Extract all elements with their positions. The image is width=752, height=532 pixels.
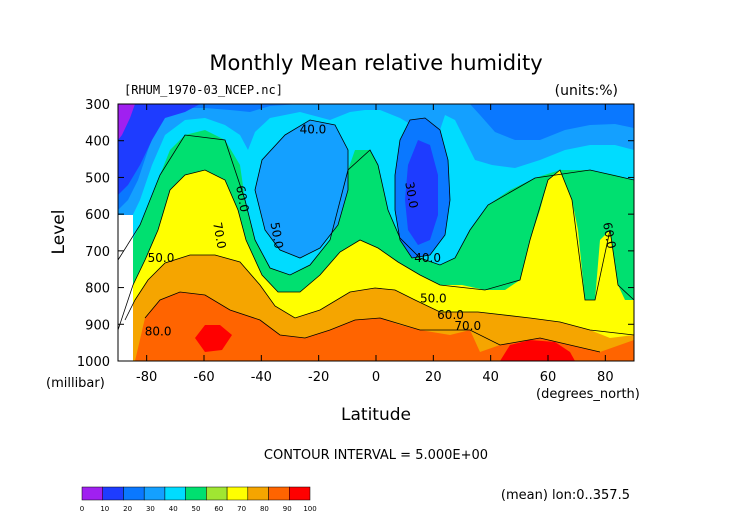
colorbar-tick-label: 70 — [237, 505, 246, 513]
colorbar-swatch — [81, 486, 103, 501]
y-units-label: (millibar) — [46, 376, 105, 391]
x-tick-label: 80 — [597, 370, 614, 385]
colorbar-tick-label: 60 — [214, 505, 223, 513]
x-units-label: (degrees_north) — [536, 387, 640, 402]
contour-field — [118, 104, 634, 361]
colorbar-tick-label: 40 — [169, 505, 178, 513]
colorbar-swatch — [123, 486, 145, 501]
x-tick-label: 20 — [425, 370, 442, 385]
y-tick-label: 700 — [85, 245, 110, 260]
x-tick-label: 0 — [372, 370, 380, 385]
chart-title: Monthly Mean relative humidity — [209, 51, 542, 75]
y-axis-title: Level — [49, 210, 69, 255]
colorbar-tick-label: 10 — [100, 505, 109, 513]
contour-label: 60.0 — [233, 184, 251, 213]
band-10-20 — [118, 104, 200, 195]
band-90-100-a — [195, 325, 232, 352]
contour-label: 50.0 — [148, 251, 175, 265]
colorbar-swatch — [102, 486, 124, 501]
colorbar-swatch — [206, 486, 228, 501]
mean-note: (mean) lon:0..357.5 — [501, 488, 630, 503]
band-30-40 — [118, 104, 634, 235]
colorbar-tick-label: 50 — [192, 505, 201, 513]
y-tick-label: 400 — [85, 135, 110, 150]
band-10-20-core — [405, 140, 438, 245]
contour-labels: 40.0 30.0 60.0 50.0 70.0 50.0 40.0 60.0 50.0 60.0… — [145, 122, 619, 338]
colorbar-swatch — [268, 486, 290, 501]
colorbar-swatch — [226, 486, 249, 501]
colorbar-tick-label: 100 — [303, 505, 316, 513]
y-axis: 300 400 500 600 700 800 900 1000 — [77, 98, 634, 370]
y-tick-label: 300 — [85, 98, 110, 113]
x-axis-title: Latitude — [341, 405, 411, 425]
y-tick-label: 900 — [85, 318, 110, 333]
y-tick-label: 800 — [85, 282, 110, 297]
contour-lines — [118, 117, 634, 353]
y-tick-label: 500 — [85, 171, 110, 186]
x-tick-label: 40 — [482, 370, 499, 385]
contour-label: 60.0 — [437, 308, 464, 322]
contour-label: 60.0 — [600, 221, 618, 250]
colorbar-swatch — [185, 486, 207, 501]
x-tick-label: -40 — [251, 370, 272, 385]
x-tick-label: -80 — [136, 370, 157, 385]
x-tick-label: -60 — [193, 370, 214, 385]
colorbar-swatch — [247, 486, 269, 501]
colorbar-tick-label: 20 — [123, 505, 132, 513]
y-tick-label: 600 — [85, 208, 110, 223]
contour-label: 30.0 — [402, 181, 420, 210]
colorbar-swatch — [143, 486, 166, 501]
band-20-30 — [118, 104, 634, 210]
file-label: [RHUM_1970-03_NCEP.nc] — [124, 83, 283, 97]
y-tick-label: 1000 — [77, 355, 110, 370]
colorbar-tick-label: 30 — [146, 505, 155, 513]
band-90-100-b — [500, 340, 575, 361]
contour-label: 80.0 — [145, 324, 172, 338]
colorbar-tick-label: 80 — [260, 505, 269, 513]
contour-label: 50.0 — [268, 221, 286, 250]
colorbar-ticks: 0 10 20 30 40 50 60 70 80 90 100 — [80, 505, 317, 513]
band-30-40-lobe — [255, 120, 348, 258]
colorbar-tick-label: 0 — [80, 505, 84, 513]
colorbar-swatch — [289, 486, 311, 501]
colorbar-swatch — [164, 486, 186, 501]
contour-interval-note: CONTOUR INTERVAL = 5.000E+00 — [264, 448, 488, 463]
x-axis: -80 -60 -40 -20 0 20 40 60 80 — [136, 104, 614, 385]
x-tick-label: -20 — [308, 370, 329, 385]
band-0-10 — [118, 104, 135, 140]
contour-label: 50.0 — [420, 291, 447, 305]
contour-label: 40.0 — [300, 122, 327, 136]
units-label: (units:%) — [555, 83, 618, 99]
contour-label: 40.0 — [414, 251, 441, 265]
colorbar-tick-label: 90 — [283, 505, 292, 513]
contour-label: 70.0 — [210, 221, 228, 250]
contour-label: 70.0 — [454, 319, 481, 333]
x-tick-label: 60 — [540, 370, 557, 385]
colorbar — [81, 486, 311, 501]
